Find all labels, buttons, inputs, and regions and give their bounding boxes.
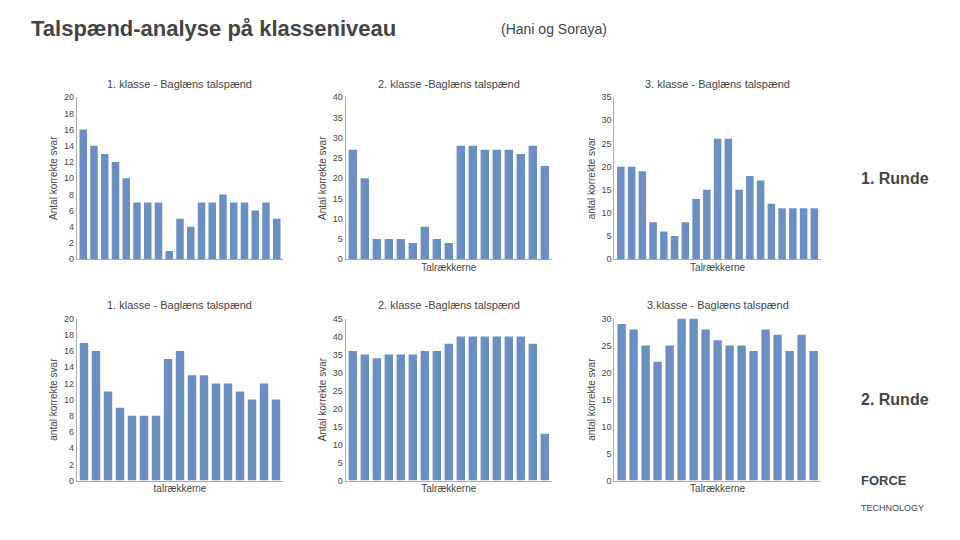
svg-text:Talrækkerne: Talrækkerne: [690, 262, 745, 273]
svg-text:30: 30: [333, 368, 343, 378]
svg-text:5: 5: [338, 234, 343, 244]
svg-text:Antal korrekte svar: Antal korrekte svar: [317, 136, 328, 220]
svg-text:0: 0: [69, 254, 74, 264]
svg-text:25: 25: [602, 139, 612, 149]
svg-text:10: 10: [64, 395, 74, 405]
svg-text:18: 18: [64, 109, 74, 119]
svg-text:10: 10: [333, 440, 343, 450]
svg-text:1. Runde: 1. Runde: [861, 170, 929, 187]
svg-text:2. klasse -Baglæns talspænd: 2. klasse -Baglæns talspænd: [378, 78, 520, 90]
svg-text:18: 18: [64, 330, 74, 340]
svg-text:(Hani og Soraya): (Hani og Soraya): [501, 21, 607, 37]
svg-text:FORCE: FORCE: [861, 473, 907, 488]
svg-text:15: 15: [333, 194, 343, 204]
svg-text:30: 30: [333, 133, 343, 143]
svg-text:Antal korrekte svar: Antal korrekte svar: [317, 357, 328, 441]
svg-text:0: 0: [69, 476, 74, 486]
svg-text:40: 40: [333, 332, 343, 342]
svg-text:TECHNOLOGY: TECHNOLOGY: [861, 503, 924, 513]
svg-text:5: 5: [607, 231, 612, 241]
svg-text:10: 10: [333, 214, 343, 224]
svg-text:5: 5: [338, 458, 343, 468]
svg-text:30: 30: [602, 314, 612, 324]
svg-text:15: 15: [333, 422, 343, 432]
svg-text:0: 0: [338, 254, 343, 264]
svg-text:antal korrekte svar: antal korrekte svar: [586, 136, 597, 219]
svg-text:0: 0: [607, 254, 612, 264]
svg-text:20: 20: [333, 173, 343, 183]
svg-text:20: 20: [64, 314, 74, 324]
svg-text:35: 35: [333, 350, 343, 360]
svg-text:4: 4: [69, 222, 74, 232]
svg-text:35: 35: [602, 92, 612, 102]
svg-text:6: 6: [69, 206, 74, 216]
svg-text:35: 35: [333, 113, 343, 123]
svg-text:3.klasse - Baglæns talspænd: 3.klasse - Baglæns talspænd: [647, 299, 789, 311]
svg-text:12: 12: [64, 379, 74, 389]
svg-text:2. klasse -Baglæns talspænd: 2. klasse -Baglæns talspænd: [378, 299, 520, 311]
svg-text:10: 10: [602, 422, 612, 432]
svg-text:25: 25: [333, 153, 343, 163]
svg-text:Talrækkerne: Talrækkerne: [421, 262, 476, 273]
svg-text:15: 15: [602, 395, 612, 405]
svg-text:20: 20: [602, 368, 612, 378]
svg-text:2. Runde: 2. Runde: [861, 391, 929, 408]
svg-text:10: 10: [602, 208, 612, 218]
svg-text:20: 20: [64, 92, 74, 102]
svg-text:2: 2: [69, 238, 74, 248]
svg-text:16: 16: [64, 125, 74, 135]
svg-text:15: 15: [602, 185, 612, 195]
svg-text:Talrækkerne: Talrækkerne: [421, 483, 476, 494]
svg-text:Talspænd-analyse på klassenive: Talspænd-analyse på klasseniveau: [31, 16, 396, 41]
svg-text:10: 10: [64, 173, 74, 183]
svg-text:1. klasse - Baglæns talspænd: 1. klasse - Baglæns talspænd: [107, 78, 252, 90]
svg-text:45: 45: [333, 314, 343, 324]
svg-text:talrækkerne: talrækkerne: [154, 483, 207, 494]
svg-text:4: 4: [69, 443, 74, 453]
svg-text:0: 0: [338, 476, 343, 486]
svg-text:1. klasse - Baglæns talspænd: 1. klasse - Baglæns talspænd: [107, 299, 252, 311]
svg-text:8: 8: [69, 411, 74, 421]
svg-text:Antal korrekte svar: Antal korrekte svar: [48, 136, 59, 220]
svg-text:0: 0: [607, 476, 612, 486]
svg-text:20: 20: [602, 162, 612, 172]
svg-text:2: 2: [69, 460, 74, 470]
svg-text:antal korrekte svar: antal korrekte svar: [48, 358, 59, 441]
svg-text:25: 25: [602, 341, 612, 351]
svg-text:Talrækkerne: Talrækkerne: [690, 483, 745, 494]
svg-text:40: 40: [333, 92, 343, 102]
svg-text:14: 14: [64, 362, 74, 372]
svg-text:6: 6: [69, 427, 74, 437]
svg-text:16: 16: [64, 346, 74, 356]
svg-text:3. klasse - Baglæns talspænd: 3. klasse - Baglæns talspænd: [645, 78, 790, 90]
svg-text:12: 12: [64, 157, 74, 167]
svg-text:20: 20: [333, 404, 343, 414]
svg-text:14: 14: [64, 141, 74, 151]
svg-text:5: 5: [607, 449, 612, 459]
svg-text:30: 30: [602, 115, 612, 125]
svg-text:25: 25: [333, 386, 343, 396]
svg-text:antal korrekte svar: antal korrekte svar: [586, 358, 597, 441]
svg-text:8: 8: [69, 190, 74, 200]
